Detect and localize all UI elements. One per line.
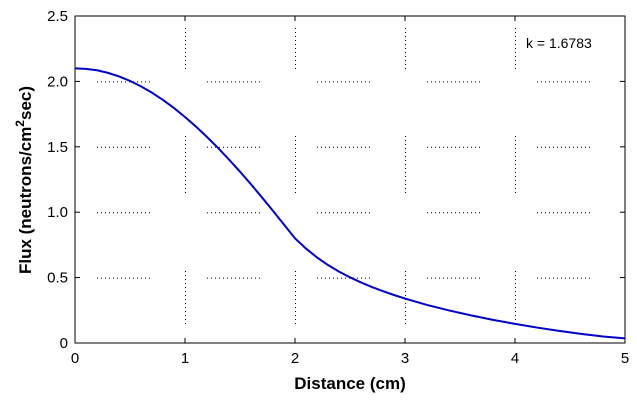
grid-layer xyxy=(97,28,590,326)
y-tick-label: 1.5 xyxy=(47,139,68,156)
y-tick-label: 1.0 xyxy=(47,204,68,221)
y-tick-label: 2.0 xyxy=(47,73,68,90)
annotation-k-value: k = 1.6783 xyxy=(526,35,592,51)
x-tick-label: 3 xyxy=(401,350,409,367)
x-tick-label: 2 xyxy=(291,350,299,367)
y-tick-label: 2.5 xyxy=(47,8,68,25)
y-axis-label-tail: sec) xyxy=(16,86,35,120)
x-axis-label: Distance (cm) xyxy=(294,374,405,393)
y-axis-label-main: Flux (neutrons/cm xyxy=(16,127,35,274)
axis-ticks xyxy=(74,15,626,344)
x-tick-label: 4 xyxy=(511,350,519,367)
y-tick-labels: 0 0.5 1.0 1.5 2.0 2.5 xyxy=(47,8,68,352)
x-tick-label: 5 xyxy=(621,350,629,367)
y-axis-label: Flux (neutrons/cm2sec) xyxy=(13,86,35,274)
flux-curve-line xyxy=(74,67,626,340)
x-tick-label: 0 xyxy=(71,350,79,367)
x-tick-label: 1 xyxy=(181,350,189,367)
x-tick-labels: 0 1 2 3 4 5 xyxy=(71,350,629,367)
y-tick-label: 0 xyxy=(60,335,68,352)
y-tick-label: 0.5 xyxy=(47,270,68,287)
y-axis-label-superscript: 2 xyxy=(13,120,27,127)
plot-area-border xyxy=(74,15,626,344)
